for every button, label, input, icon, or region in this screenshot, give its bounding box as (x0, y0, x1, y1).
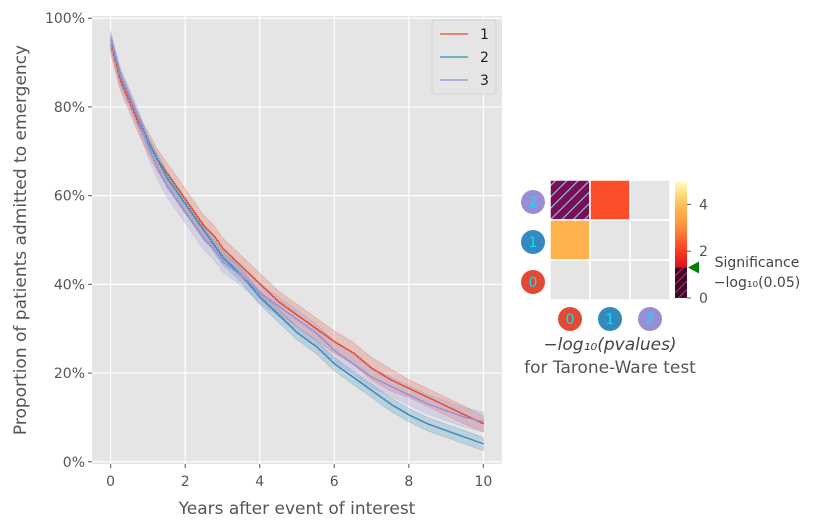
y-tick-label: 40% (54, 277, 85, 293)
x-axis-label: Years after event of interest (178, 499, 416, 519)
significance-label: Significance (715, 255, 800, 271)
row-label-circle-0 (521, 270, 545, 294)
y-tick-label: 20% (54, 366, 85, 382)
heatmap-cell-2-1 (589, 179, 631, 221)
survival-plot: 0 2 4 6 8 10 0% 20% 40% 60% 80% 100% Years after e… (11, 11, 502, 519)
row-label-circle-2 (521, 190, 545, 214)
series-lines (110, 39, 484, 445)
col-label-circle-2 (638, 307, 662, 331)
col-label-0: 0 (566, 312, 575, 328)
col-label-circle-1 (598, 307, 622, 331)
legend-label-3: 3 (480, 73, 489, 89)
heatmap-cell-1-0 (549, 219, 591, 261)
heatmap-cell-empty (629, 219, 671, 261)
heatmap-xlabel-sub: for Tarone-Ware test (524, 358, 696, 378)
legend-label-2: 2 (480, 50, 489, 66)
legend: 1 2 3 (431, 19, 497, 95)
colorbar-tick-label: 2 (699, 244, 708, 260)
heatmap-cell-empty (629, 259, 671, 301)
x-tick-label: 4 (255, 474, 264, 490)
y-tick-label: 60% (54, 189, 85, 205)
row-label-1: 1 (529, 235, 538, 251)
x-tick-labels: 0 2 4 6 8 10 (106, 464, 492, 490)
row-label-0: 0 (529, 275, 538, 291)
x-tick-label: 6 (330, 474, 339, 490)
col-label-2: 2 (646, 312, 655, 328)
x-tick-label: 8 (404, 474, 413, 490)
colorbar-tick-label: 0 (699, 291, 708, 307)
col-label-circle-0 (558, 307, 582, 331)
series-line-1 (110, 44, 484, 425)
heatmap-cell-2-0 (549, 179, 591, 221)
heatmap-xlabel: −log₁₀(pvalues) (543, 335, 676, 355)
confidence-band-2 (110, 33, 484, 452)
legend-label-1: 1 (480, 27, 489, 43)
x-tick-label: 0 (106, 474, 115, 490)
y-tick-label: 80% (54, 100, 85, 116)
y-axis-label: Proportion of patients admitted to emerg… (11, 45, 31, 435)
x-tick-label: 2 (181, 474, 190, 490)
series-line-3 (110, 39, 484, 423)
x-tick-label: 10 (474, 474, 492, 490)
heatmap-cell-empty (629, 179, 671, 221)
row-label-circle-1 (521, 230, 545, 254)
y-tick-labels: 0% 20% 40% 60% 80% 100% (45, 11, 92, 471)
heatmap-cell-empty (589, 219, 631, 261)
colorbar-tick-label: 4 (699, 197, 708, 213)
significance-threshold: −log₁₀(0.05) (714, 275, 800, 291)
heatmap-cell-empty (589, 259, 631, 301)
colorbar: 0 2 4 Significance −log₁₀(0.05) (675, 181, 800, 307)
heatmap-cell-empty (549, 259, 591, 301)
col-label-1: 1 (606, 312, 615, 328)
row-label-2: 2 (529, 195, 538, 211)
y-tick-label: 100% (45, 11, 85, 27)
colorbar-below-threshold (675, 267, 687, 298)
grid (92, 16, 502, 464)
threshold-marker (688, 261, 699, 274)
y-tick-label: 0% (63, 455, 85, 471)
series-line-2 (110, 39, 484, 445)
pvalue-heatmap: 0 1 2 0 1 2 −log₁₀(pvalues) for Tarone-Ware … (521, 179, 696, 378)
